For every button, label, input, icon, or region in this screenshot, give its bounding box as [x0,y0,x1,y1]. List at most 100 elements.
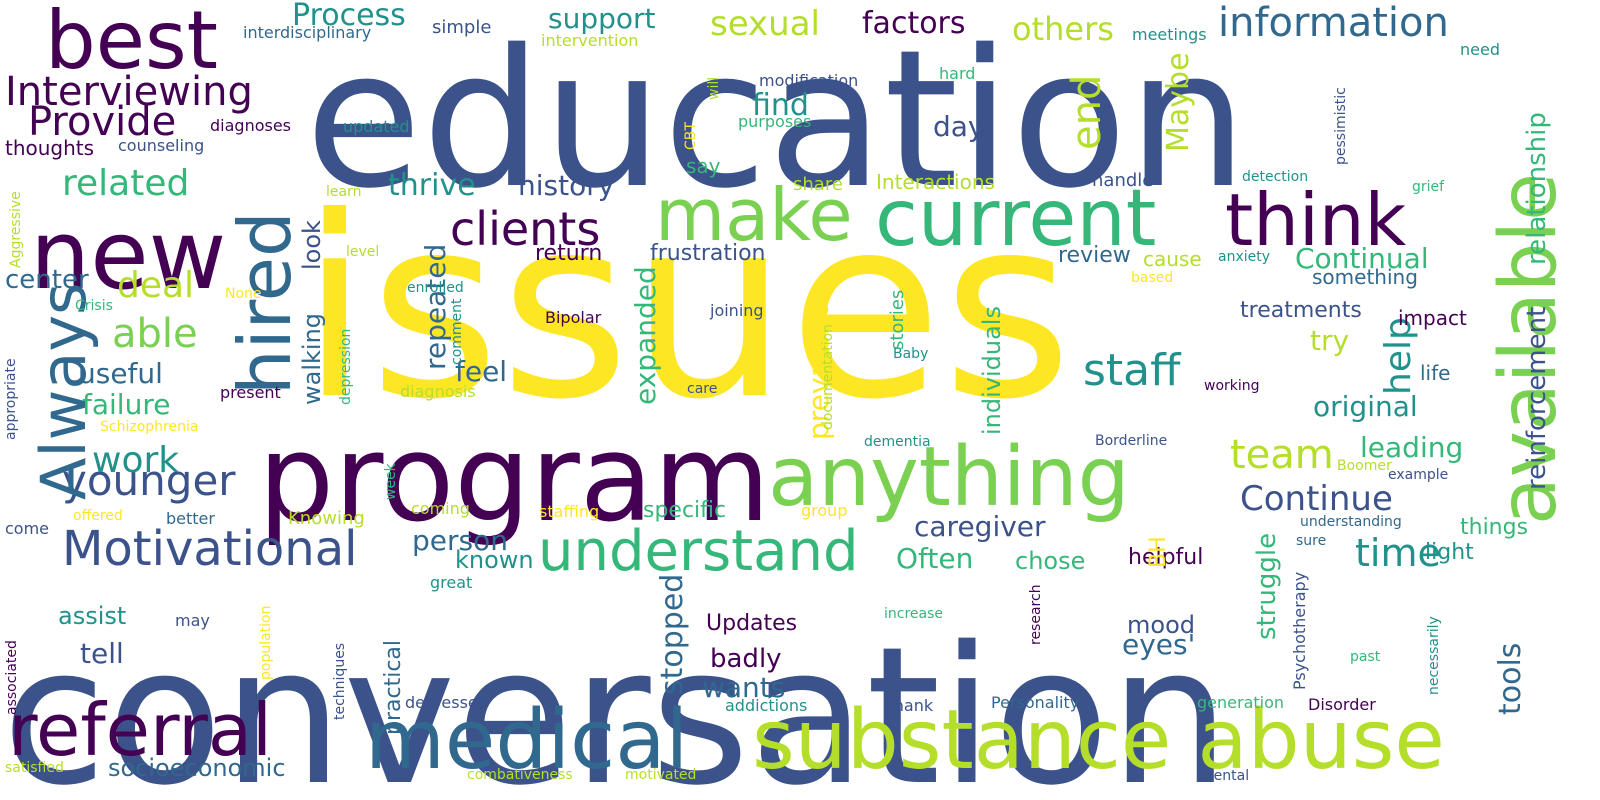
cloud-word: treatments [1240,298,1362,323]
cloud-word: able [112,311,198,357]
cloud-word: Thank [883,696,934,715]
cloud-word: increase [884,606,943,622]
cloud-word: updated [343,117,410,136]
cloud-word: Motivational [62,521,357,577]
cloud-word: things [1460,515,1528,540]
cloud-word: thrive [388,168,476,203]
cloud-word: research [1028,584,1044,645]
cloud-word: reinforcement [1522,307,1552,490]
cloud-word: purposes [738,112,811,131]
cloud-word: chose [1015,547,1085,575]
cloud-word: Process [292,0,406,33]
cloud-word: struggle [1252,533,1282,640]
cloud-word: person [412,524,508,557]
cloud-word: Updates [706,611,797,636]
cloud-word: Often [896,542,973,575]
cloud-word: feel [455,355,507,388]
cloud-word: grief [1412,179,1445,195]
cloud-word: CBT [683,122,699,150]
cloud-word: mental [1200,768,1249,784]
cloud-word: socioeconomic [108,754,286,782]
cloud-word: addictions [725,696,807,715]
cloud-word: Boomer [1337,458,1392,474]
cloud-word: failure [82,388,170,421]
cloud-word: impact [1398,306,1467,330]
cloud-word: day [933,110,985,143]
cloud-word: wants [702,671,785,704]
cloud-word: interdisciplinary [243,23,371,42]
cloud-word: make [655,173,853,257]
cloud-word: thoughts [5,136,94,160]
cloud-word: may [175,611,210,630]
cloud-word: frustration [650,241,766,266]
cloud-word: detection [1242,169,1308,185]
cloud-word: education [305,9,1248,230]
cloud-word: help [1378,317,1419,395]
cloud-word: satisfied [5,760,64,776]
cloud-word: assist [58,602,126,630]
cloud-word: depressed [405,693,488,712]
cloud-word: relationship [1522,112,1552,265]
cloud-word: program [258,410,770,549]
cloud-word: hard [939,64,975,83]
cloud-word: stories [887,290,908,350]
cloud-word: repeated [419,244,452,370]
cloud-word: simple [432,17,491,38]
cloud-word: issues [300,163,1072,454]
cloud-word: find [752,88,809,123]
cloud-word: meetings [1132,25,1207,44]
cloud-word: level [346,244,379,260]
cloud-word: younger [62,456,236,505]
cloud-word: depression [338,329,354,405]
cloud-word: pessimistic [1333,87,1349,165]
cloud-word: learn [326,184,361,200]
cloud-word: week [383,462,399,500]
cloud-word: Continue [1240,479,1393,519]
cloud-word: information [1218,0,1449,46]
cloud-word: Psychotherapy [1290,572,1309,690]
cloud-word: expanded [629,266,662,405]
cloud-word: Bipolar [545,308,602,327]
cloud-word: intervention [541,31,638,50]
cloud-word: individuals [978,306,1006,435]
cloud-word: staff [1083,345,1182,396]
cloud-word: known [455,546,534,574]
cloud-word: Provide [28,99,176,145]
cloud-word: helpful [1128,545,1203,570]
cloud-word: tools [1493,643,1528,715]
cloud-word: joining [709,301,764,320]
cloud-word: diagnosis [400,382,476,401]
cloud-word: light [1425,540,1474,565]
cloud-word: conversation [2,606,1230,800]
cloud-word: Borderline [1095,433,1167,449]
cloud-word: Continual [1295,242,1429,275]
cloud-word: cause [1143,247,1202,271]
cloud-word: Aggressive [8,191,24,268]
cloud-word: clients [450,202,600,256]
cloud-word: Baby [893,346,928,362]
cloud-word: working [1204,378,1260,394]
cloud-word: appropriate [3,358,19,440]
cloud-word: counseling [118,136,204,155]
cloud-word: medical [365,693,688,788]
cloud-word: available [1484,173,1574,525]
cloud-word: handle [1092,170,1153,191]
cloud-word: history [518,169,614,202]
cloud-word: based [1131,270,1173,286]
cloud-word: anxiety [1218,249,1270,265]
cloud-word: staffing [539,502,599,521]
cloud-word: something [1312,265,1418,289]
cloud-word: sexual [710,4,820,44]
cloud-word: substance abuse [752,693,1445,788]
cloud-word: great [430,573,472,592]
cloud-word: factors [862,6,966,41]
cloud-word: referral [8,688,272,772]
cloud-word: better [166,509,215,528]
cloud-word: enrolled [407,280,464,296]
cloud-word: modification [759,71,858,90]
cloud-word: combativeness [467,767,573,783]
cloud-word: review [1058,243,1131,268]
cloud-word: group [801,501,847,520]
